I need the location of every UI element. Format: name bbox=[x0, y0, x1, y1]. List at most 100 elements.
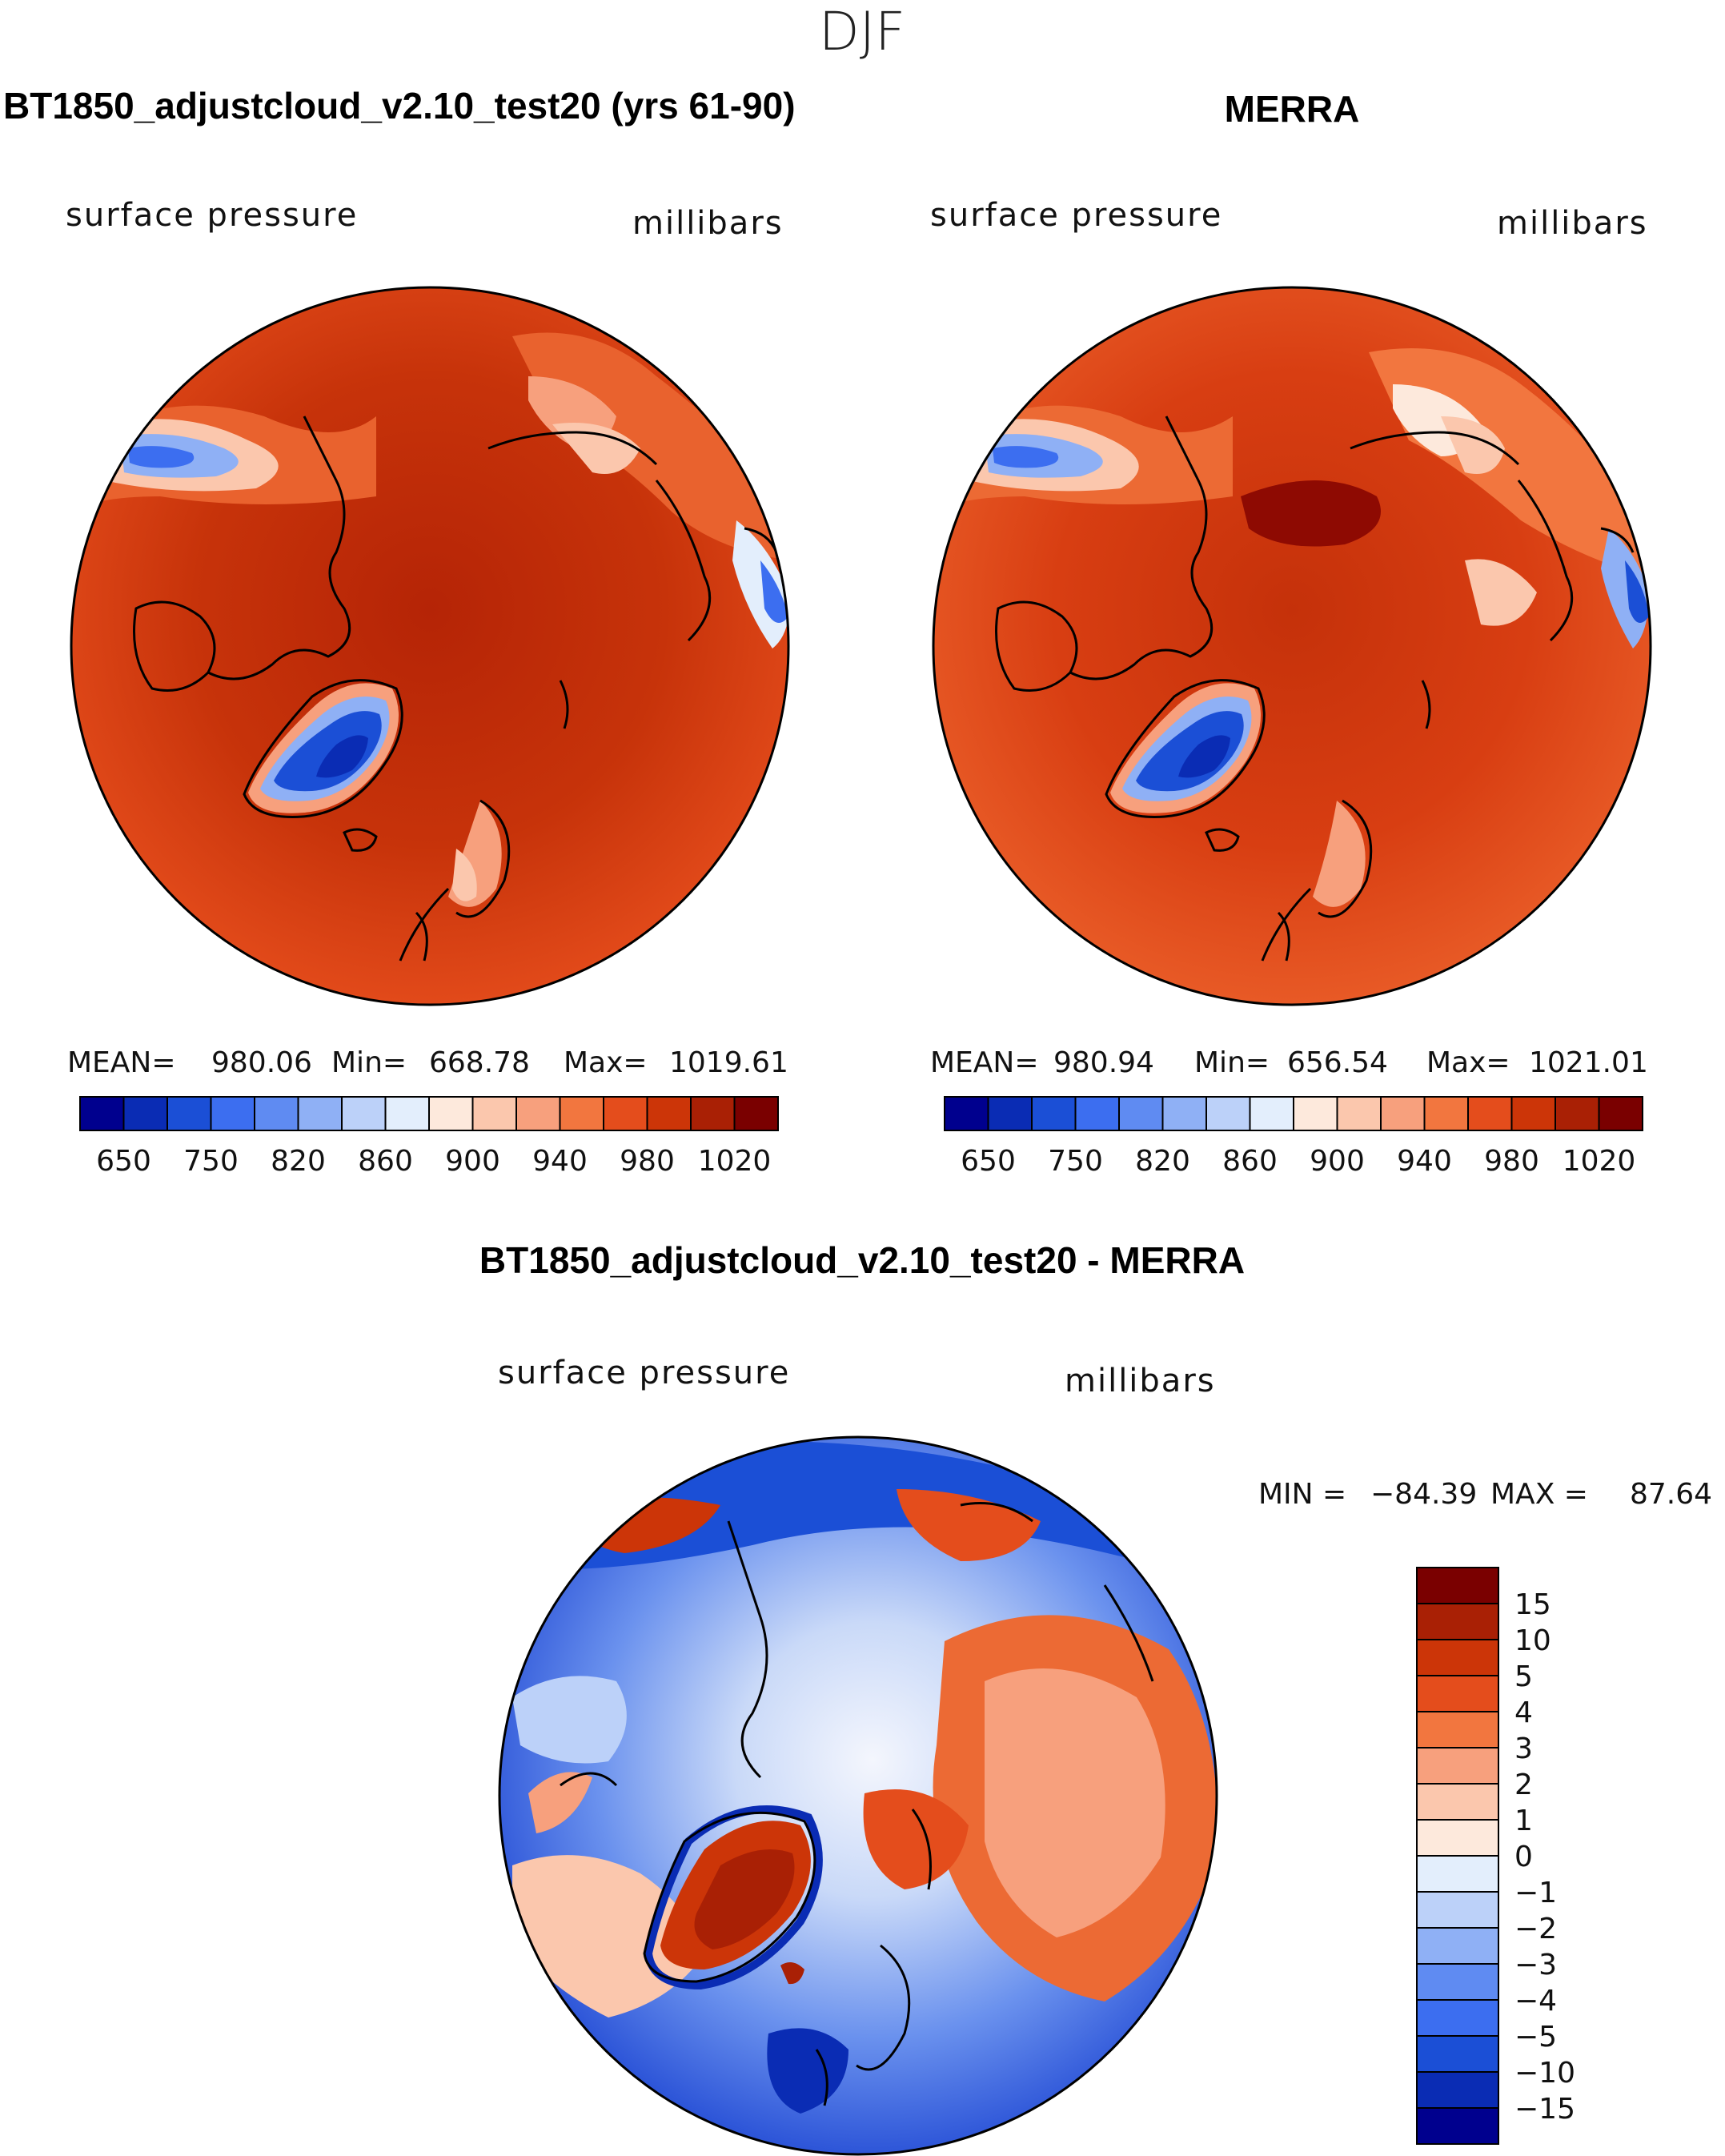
colorbar-tick-label: 860 bbox=[358, 1145, 413, 1178]
colorbar-swatch bbox=[166, 1096, 212, 1131]
colorbar-swatch bbox=[1555, 1096, 1600, 1131]
colorbar-tick-label: 3 bbox=[1514, 1732, 1533, 1765]
colorbar-swatch bbox=[646, 1096, 692, 1131]
colorbar-tick-label: 5 bbox=[1514, 1660, 1533, 1693]
colorbar-tick-label: 820 bbox=[271, 1145, 326, 1178]
colorbar-tick-label: −3 bbox=[1514, 1949, 1557, 1981]
colorbar-swatch bbox=[1416, 1639, 1499, 1676]
panel-merra-mean-value: 980.94 bbox=[1053, 1046, 1154, 1079]
colorbar-swatch bbox=[515, 1096, 561, 1131]
colorbar-swatch bbox=[1416, 2071, 1499, 2109]
colorbar-tick-label: 900 bbox=[1310, 1145, 1365, 1178]
colorbar-tick-label: 1 bbox=[1514, 1805, 1533, 1837]
colorbar-swatch bbox=[1416, 1747, 1499, 1785]
panel-diff-min-label: MIN = bbox=[1258, 1478, 1346, 1511]
colorbar-swatch bbox=[1031, 1096, 1077, 1131]
panel-model-left-label: surface pressure bbox=[66, 197, 358, 234]
colorbar-tick-label: 940 bbox=[1397, 1145, 1452, 1178]
colorbar-tick-label: 15 bbox=[1514, 1588, 1551, 1621]
colorbar-swatch bbox=[428, 1096, 474, 1131]
panel-merra-min-label: Min= bbox=[1194, 1046, 1270, 1079]
panel-model-mean-label: MEAN= bbox=[67, 1046, 176, 1079]
colorbar-swatch bbox=[559, 1096, 604, 1131]
colorbar-swatch bbox=[1118, 1096, 1164, 1131]
colorbar-swatch bbox=[1161, 1096, 1207, 1131]
colorbar-swatch bbox=[384, 1096, 430, 1131]
panel-merra-min-value: 656.54 bbox=[1287, 1046, 1388, 1079]
colorbar-swatch bbox=[1598, 1096, 1643, 1131]
panel-diff-title: BT1850_adjustcloud_v2.10_test20 - MERRA bbox=[479, 1239, 1245, 1281]
colorbar-swatch bbox=[122, 1096, 168, 1131]
colorbar-swatch bbox=[1416, 2035, 1499, 2073]
colorbar-swatch bbox=[341, 1096, 387, 1131]
colorbar-tick-label: 1020 bbox=[698, 1145, 772, 1178]
colorbar-tick-label: 1020 bbox=[1563, 1145, 1636, 1178]
colorbar-swatch bbox=[254, 1096, 299, 1131]
colorbar-swatch bbox=[1416, 1603, 1499, 1640]
panel-merra-colorbar: 650 750 820 860 900 940 980 1020 bbox=[944, 1096, 1643, 1178]
colorbar-swatch bbox=[1416, 1999, 1499, 2037]
panel-merra-right-label: millibars bbox=[1497, 205, 1648, 242]
colorbar-tick-label: 0 bbox=[1514, 1841, 1533, 1873]
panel-model-max-label: Max= bbox=[564, 1046, 648, 1079]
panel-diff-min-value: −84.39 bbox=[1370, 1478, 1477, 1511]
panel-merra-max-label: Max= bbox=[1426, 1046, 1510, 1079]
colorbar-swatch bbox=[1336, 1096, 1382, 1131]
panel-merra-map bbox=[933, 287, 1651, 1005]
colorbar-swatch bbox=[1416, 2107, 1499, 2145]
panel-model: BT1850_adjustcloud_v2.10_test20 (yrs 61-… bbox=[3, 85, 796, 1178]
panel-diff: BT1850_adjustcloud_v2.10_test20 - MERRA … bbox=[479, 1239, 1712, 2156]
colorbar-swatch bbox=[210, 1096, 255, 1131]
colorbar-tick-label: 980 bbox=[620, 1145, 675, 1178]
panel-merra-max-value: 1021.01 bbox=[1529, 1046, 1648, 1079]
panel-diff-left-label: surface pressure bbox=[498, 1355, 790, 1391]
panel-model-min-value: 668.78 bbox=[429, 1046, 530, 1079]
colorbar-tick-label: 750 bbox=[1048, 1145, 1103, 1178]
panel-model-max-value: 1019.61 bbox=[669, 1046, 788, 1079]
colorbar-swatch bbox=[1074, 1096, 1120, 1131]
colorbar-tick-label: 650 bbox=[96, 1145, 151, 1178]
colorbar-tick-label: 4 bbox=[1514, 1696, 1533, 1729]
colorbar-swatch bbox=[1467, 1096, 1513, 1131]
panel-merra-left-label: surface pressure bbox=[930, 197, 1222, 234]
panel-merra-title: MERRA bbox=[1225, 88, 1360, 130]
panel-model-min-label: Min= bbox=[331, 1046, 407, 1079]
colorbar-tick-label: −1 bbox=[1514, 1877, 1557, 1909]
panel-merra: MERRA surface pressure millibars bbox=[930, 88, 1652, 1178]
colorbar-swatch bbox=[471, 1096, 517, 1131]
panel-merra-mean-label: MEAN= bbox=[930, 1046, 1039, 1079]
colorbar-swatch bbox=[1416, 1783, 1499, 1821]
colorbar-swatch bbox=[1380, 1096, 1426, 1131]
colorbar-swatch bbox=[1416, 1819, 1499, 1857]
panel-model-mean-value: 980.06 bbox=[211, 1046, 312, 1079]
colorbar-tick-label: 860 bbox=[1222, 1145, 1278, 1178]
colorbar-tick-label: 820 bbox=[1135, 1145, 1190, 1178]
colorbar-tick-label: −5 bbox=[1514, 2021, 1557, 2054]
colorbar-swatch bbox=[1416, 1963, 1499, 2001]
colorbar-tick-label: −4 bbox=[1514, 1985, 1557, 2017]
colorbar-swatch bbox=[1416, 1927, 1499, 1965]
colorbar-tick-label: 2 bbox=[1514, 1769, 1533, 1801]
colorbar-swatch bbox=[1416, 1891, 1499, 1929]
colorbar-swatch bbox=[1423, 1096, 1469, 1131]
colorbar-tick-label: −10 bbox=[1514, 2057, 1575, 2090]
colorbar-swatch bbox=[987, 1096, 1033, 1131]
colorbar-tick-label: 940 bbox=[532, 1145, 588, 1178]
season-title: DJF bbox=[819, 1, 905, 62]
colorbar-swatch bbox=[1249, 1096, 1294, 1131]
panel-diff-right-label: millibars bbox=[1065, 1363, 1216, 1399]
panel-model-map bbox=[71, 287, 788, 1005]
colorbar-tick-label: 650 bbox=[961, 1145, 1016, 1178]
colorbar-swatch bbox=[297, 1096, 343, 1131]
panel-model-title: BT1850_adjustcloud_v2.10_test20 (yrs 61-… bbox=[3, 85, 796, 126]
colorbar-swatch bbox=[79, 1096, 125, 1131]
colorbar-tick-label: 750 bbox=[183, 1145, 239, 1178]
colorbar-swatch bbox=[1416, 1567, 1499, 1604]
panel-diff-max-value: 87.64 bbox=[1630, 1478, 1712, 1511]
colorbar-tick-label: −15 bbox=[1514, 2093, 1575, 2126]
colorbar-swatch bbox=[603, 1096, 648, 1131]
colorbar-swatch bbox=[944, 1096, 989, 1131]
panel-model-right-label: millibars bbox=[632, 205, 784, 242]
